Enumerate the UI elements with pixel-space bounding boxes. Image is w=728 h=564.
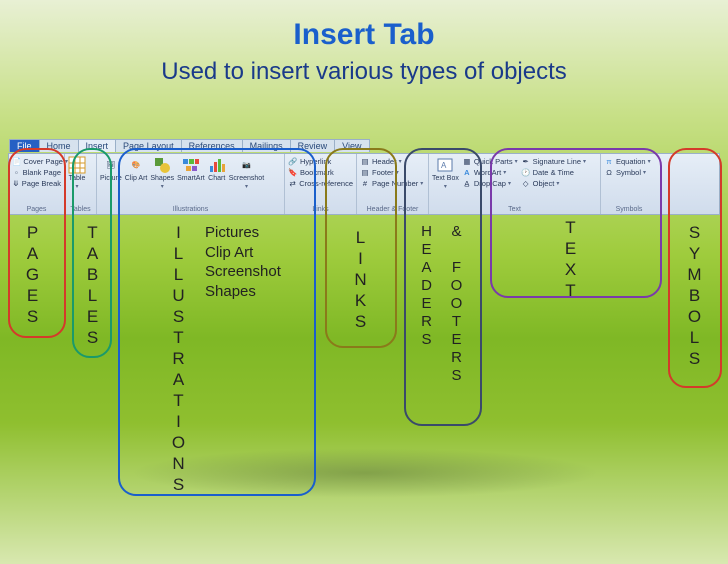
sub-screenshot: Screenshot — [205, 262, 281, 282]
sub-shapes: Shapes — [205, 282, 281, 302]
callout-illustrations — [118, 148, 316, 496]
callout-tables-label: TABLES — [82, 223, 102, 349]
callout-pages-label: PAGES — [22, 223, 42, 328]
callout-headers-label: HEADERS — [418, 223, 435, 349]
callout-headerfooter — [404, 148, 482, 426]
callout-illustrations-label: ILLUSTRATIONS — [168, 223, 188, 496]
callout-illustrations-sublist: Pictures Clip Art Screenshot Shapes — [205, 223, 281, 301]
sub-pictures: Pictures — [205, 223, 281, 243]
callout-links-label: LINKS — [350, 228, 370, 333]
page-title: Insert Tab — [0, 18, 728, 52]
callout-footers-label: & FOOTERS — [448, 223, 465, 385]
page-subtitle: Used to insert various types of objects — [0, 58, 728, 86]
callout-text-label: TEXT — [560, 218, 580, 302]
sub-clipart: Clip Art — [205, 243, 281, 263]
callout-symbols-label: SYMBOLS — [684, 223, 704, 370]
